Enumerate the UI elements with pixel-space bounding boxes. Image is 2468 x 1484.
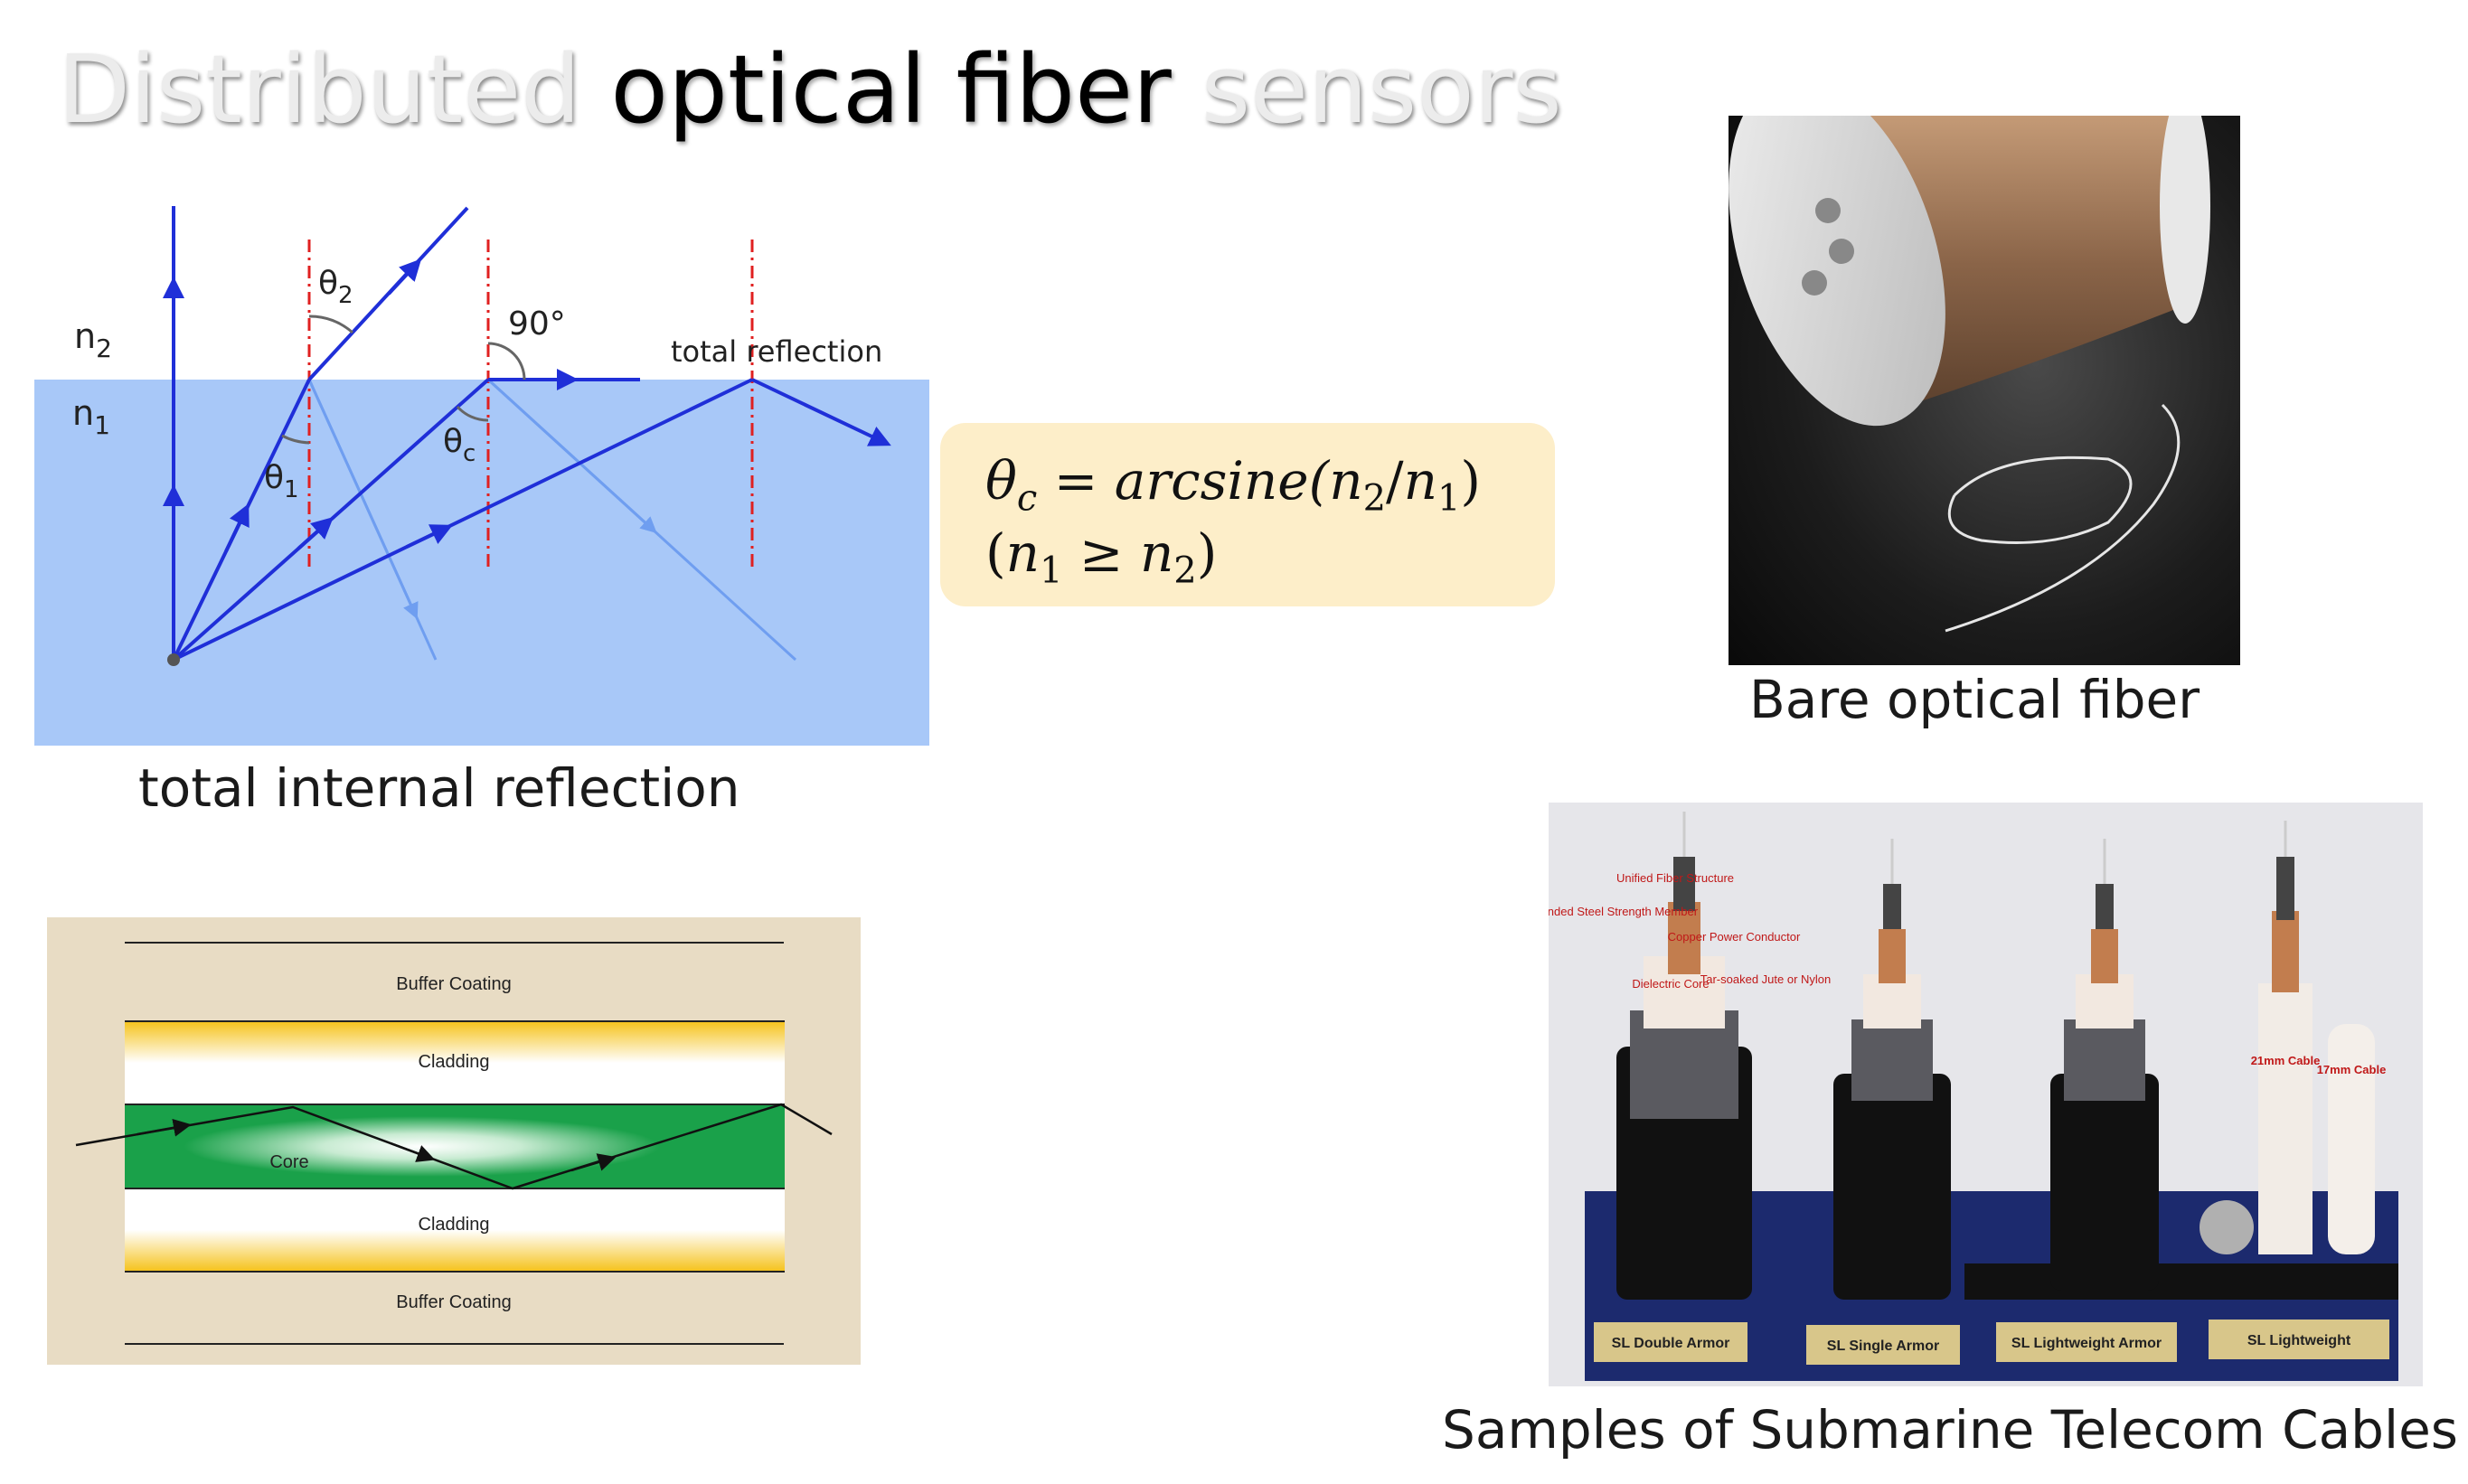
angle-arc-theta2: [308, 315, 354, 334]
label-n2: n2: [74, 316, 112, 363]
annotation-21mm-cable: 21mm Cable: [2251, 1054, 2321, 1067]
label-total-reflection: total reflection: [671, 334, 882, 369]
ray-3-reflected: [751, 378, 891, 446]
formula-critical-angle: θc = arcsine(n2/n1): [985, 450, 1482, 520]
title-part-sensors: sensors: [1201, 34, 1562, 145]
ray-3-arrow: [406, 524, 453, 549]
label-buffer-coating-top: Buffer Coating: [396, 974, 512, 994]
annotation-unified-fiber-structure: Unified Fiber Structure: [1616, 871, 1734, 885]
light-path-zigzag: [75, 1103, 833, 1190]
reflected-ray-2-arrow: [486, 378, 657, 534]
submarine-cables-photo: Unified Fiber Structure Stranded Steel S…: [1549, 803, 2423, 1386]
submarine-cables-caption: Samples of Submarine Telecom Cables: [1442, 1399, 2458, 1461]
label-90-degrees: 90°: [508, 305, 566, 343]
cladding-top-band: [125, 1021, 785, 1104]
cable-sample-4: [2200, 821, 2375, 1254]
label-n1: n1: [72, 393, 110, 440]
annotation-tar-soaked-jute: Tar-soaked Jute or Nylon: [1700, 972, 1832, 986]
label-cladding-top: Cladding: [419, 1052, 490, 1072]
spool-flange-right: [2160, 116, 2210, 324]
bare-optical-fiber-photo: [1729, 116, 2240, 665]
reflected-ray-1-arrow: [307, 379, 419, 620]
label-cladding-bottom: Cladding: [419, 1215, 490, 1235]
light-path-arrow-2: [390, 1141, 436, 1162]
plaque-sl-lightweight-armor: SL Lightweight Armor: [2011, 1336, 2162, 1351]
title-part-distributed: Distributed: [58, 34, 581, 145]
medium-n1-region: [34, 380, 929, 746]
cable-sample-2: [1833, 839, 1951, 1300]
ray-3-incident: [173, 378, 753, 662]
label-thetac: θc: [443, 423, 476, 467]
ray-1-arrow: [224, 503, 250, 552]
slide-title: Distributed optical fiber sensors: [58, 34, 1562, 145]
annotation-dielectric-core: Dielectric Core: [1632, 977, 1709, 991]
label-theta2: θ2: [318, 265, 353, 309]
spool-winding: [1864, 116, 2185, 414]
annotation-17mm-cable: 17mm Cable: [2317, 1063, 2387, 1076]
fiber-structure-diagram: Buffer Coating Cladding Core Cladding Bu…: [47, 917, 861, 1365]
angle-arc-90: [487, 342, 526, 380]
light-path-arrow-3: [570, 1153, 617, 1172]
core-band: [125, 1104, 785, 1188]
tir-caption: total internal reflection: [138, 757, 740, 819]
annotation-copper-power-conductor: Copper Power Conductor: [1668, 930, 1801, 944]
formula-condition: (n1 ≥ n2): [985, 522, 1218, 592]
fiber-strand: [1945, 403, 2181, 633]
cable-sample-3: [2050, 839, 2159, 1291]
cable-sample-1: [1616, 812, 1752, 1300]
bare-fiber-caption: Bare optical fiber: [1749, 669, 2200, 730]
angle-arc-theta1: [281, 434, 310, 445]
ray-1-refracted: [307, 206, 469, 381]
label-theta1: θ1: [264, 459, 299, 503]
light-source-point: [167, 653, 180, 666]
plaque-sl-single-armor: SL Single Armor: [1827, 1338, 1939, 1354]
ray-1-refracted-arrow: [387, 258, 422, 296]
light-path-arrow-1: [137, 1118, 192, 1137]
ray-2-arrow: [297, 516, 334, 550]
plaque-sl-double-armor: SL Double Armor: [1612, 1336, 1730, 1351]
tir-diagram: n2 n1 θ2 θ1 θc 90° total reflection: [34, 206, 929, 746]
formula-box: θc = arcsine(n2/n1) (n1 ≥ n2): [940, 423, 1555, 606]
label-buffer-coating-bottom: Buffer Coating: [396, 1292, 512, 1312]
plaque-sl-lightweight: SL Lightweight: [2247, 1333, 2351, 1348]
angle-arc-thetac: [456, 405, 489, 422]
cladding-bottom-band: [125, 1188, 785, 1272]
title-part-optical-fiber: optical fiber: [610, 34, 1172, 145]
annotation-stranded-steel: Stranded Steel Strength Member: [1549, 905, 1699, 918]
label-core: Core: [269, 1152, 308, 1172]
